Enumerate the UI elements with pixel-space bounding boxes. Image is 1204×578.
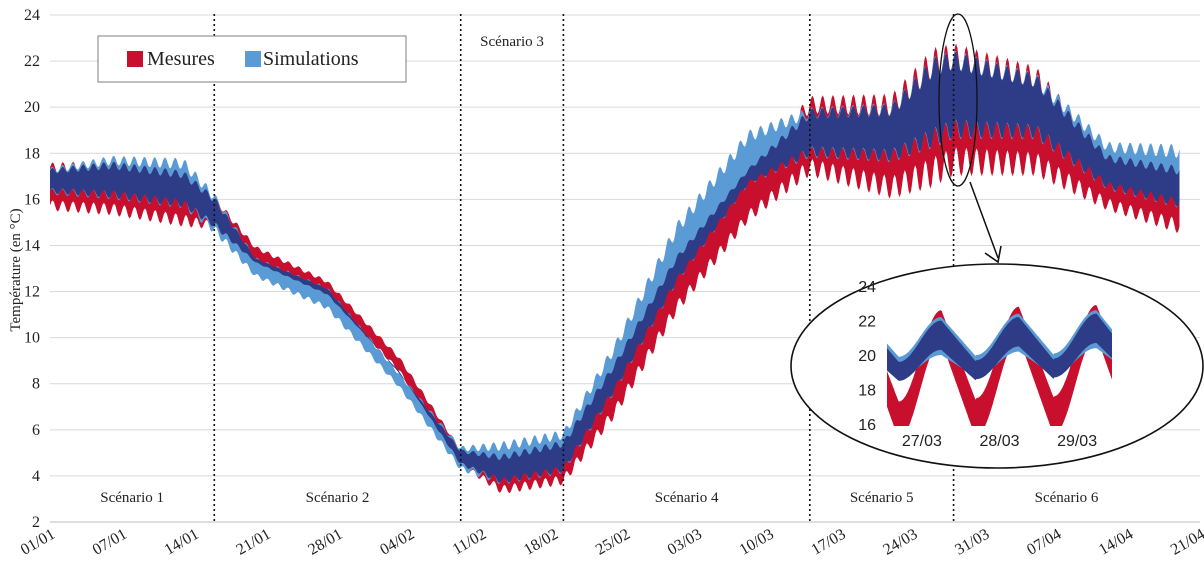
inset-y-tick-label: 24 xyxy=(858,279,876,296)
scenario-label: Scénario 1 xyxy=(100,490,164,506)
zoom-arrow-head xyxy=(984,245,1002,264)
inset-x-tick-label: 28/03 xyxy=(979,433,1019,450)
x-tick-label: 24/03 xyxy=(880,526,920,559)
y-tick-label: 4 xyxy=(32,468,40,485)
y-tick-label: 20 xyxy=(24,99,40,116)
legend-label-simulations: Simulations xyxy=(263,48,359,70)
x-tick-label: 17/03 xyxy=(809,526,849,559)
x-tick-label: 31/03 xyxy=(952,526,992,559)
x-tick-label: 11/02 xyxy=(450,526,490,559)
x-axis-ticks: 01/01 07/01 14/01 21/01 28/01 04/02 11/02 18/02… xyxy=(18,526,1204,559)
x-tick-label: 21/01 xyxy=(234,526,274,559)
zoom-arrow-line xyxy=(969,181,999,259)
inset-y-tick-label: 20 xyxy=(858,348,876,365)
y-tick-label: 14 xyxy=(24,237,40,254)
x-tick-label: 18/02 xyxy=(521,526,561,559)
y-tick-label: 16 xyxy=(24,191,40,208)
scenario-label: Scénario 2 xyxy=(306,490,370,506)
y-tick-label: 10 xyxy=(24,330,40,347)
y-tick-label: 22 xyxy=(24,53,40,70)
y-tick-label: 12 xyxy=(24,284,40,301)
inset-y-tick-label: 22 xyxy=(858,314,876,331)
x-tick-label: 04/02 xyxy=(377,526,417,559)
legend: Mesures Simulations xyxy=(97,35,407,83)
inset-chart: 16 18 20 22 24 27/03 28/03 29/03 xyxy=(790,263,1204,469)
legend-swatch-mesures xyxy=(127,51,143,67)
inset-x-tick-label: 29/03 xyxy=(1057,433,1097,450)
y-tick-label: 18 xyxy=(24,145,40,162)
scenario-label: Scénario 5 xyxy=(850,490,914,506)
y-tick-label: 8 xyxy=(32,376,40,393)
inset-y-tick-label: 18 xyxy=(858,383,876,400)
x-tick-label: 07/04 xyxy=(1024,526,1064,559)
legend-swatch-simulations xyxy=(245,51,261,67)
x-tick-label: 14/04 xyxy=(1096,526,1136,559)
x-tick-label: 03/03 xyxy=(665,526,705,559)
y-tick-label: 24 xyxy=(24,7,40,24)
inset-plot-area xyxy=(887,305,1112,426)
x-tick-label: 10/03 xyxy=(737,526,777,559)
zoom-highlight-ellipse xyxy=(938,13,978,187)
x-tick-label: 07/01 xyxy=(90,526,130,559)
scenario-label: Scénario 6 xyxy=(1035,490,1099,506)
x-tick-label: 28/01 xyxy=(305,526,345,559)
plot-area xyxy=(50,43,1180,494)
x-tick-label: 25/02 xyxy=(593,526,633,559)
inset-series-overlap xyxy=(887,313,1112,381)
legend-label-mesures: Mesures xyxy=(147,48,215,70)
inset-x-ticks: 27/03 28/03 29/03 xyxy=(902,433,1097,450)
scenario-label: Scénario 3 xyxy=(480,34,544,50)
inset-y-ticks: 16 18 20 22 24 xyxy=(858,279,876,434)
x-tick-label: 14/01 xyxy=(162,526,202,559)
scenario-labels: Scénario 1 Scénario 2 Scénario 3 Scénario 4… xyxy=(100,34,1099,506)
inset-x-tick-label: 27/03 xyxy=(902,433,942,450)
y-tick-label: 2 xyxy=(32,514,40,531)
y-axis-label: Température (en °C) xyxy=(8,208,24,331)
x-tick-label: 21/04 xyxy=(1168,526,1204,559)
inset-y-tick-label: 16 xyxy=(858,417,876,434)
scenario-label: Scénario 4 xyxy=(655,490,719,506)
y-tick-label: 6 xyxy=(32,422,40,439)
